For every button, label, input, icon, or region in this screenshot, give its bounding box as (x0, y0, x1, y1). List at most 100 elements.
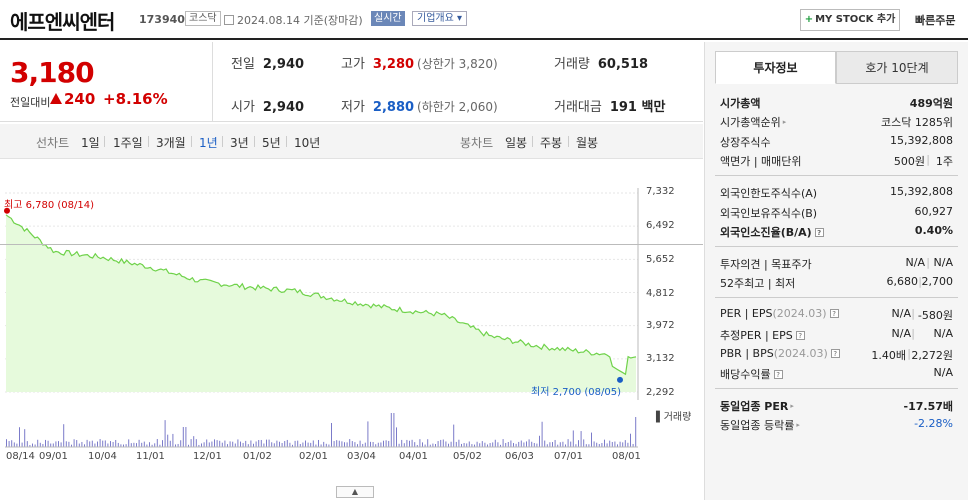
volume-bar (461, 443, 462, 447)
volume-bar (91, 440, 93, 447)
volume-bar (507, 441, 509, 447)
volume-bar (515, 443, 517, 447)
divider (715, 297, 958, 298)
volume-bar (622, 442, 624, 447)
y-tick-3: 4,812 (646, 288, 675, 299)
volume-bar (154, 443, 156, 447)
volume-bar (593, 441, 595, 447)
price-summary: 3,180 전일대비 240 +8.16% 전일 2,940 고가 3,280 (상한… (0, 42, 703, 122)
tab-daily[interactable]: 일봉 (505, 136, 528, 150)
foreign-hold-label: 외국인보유주식수(B) (720, 207, 818, 220)
x-tick-2: 10/04 (88, 451, 117, 462)
volume-bar (588, 444, 590, 447)
help-icon[interactable]: ? (795, 331, 805, 340)
divider (212, 42, 213, 121)
volume-bar (39, 442, 41, 447)
volume-bar (318, 439, 319, 447)
y-tick-2: 5,652 (646, 254, 675, 265)
tab-investment-info[interactable]: 투자정보 (715, 51, 836, 84)
mystock-add-button[interactable]: + MY STOCK 추가 (800, 9, 900, 31)
volume-bar (494, 439, 496, 447)
volume-bar (539, 435, 540, 447)
tab-weekly[interactable]: 주봉 (540, 136, 563, 150)
volume-bar (398, 443, 400, 447)
volume-bar (624, 440, 626, 447)
row-industry-rate[interactable]: 동일업종 등락률 ▸ -2.28% (720, 417, 953, 433)
realtime-button[interactable]: 실시간 (371, 11, 405, 26)
row-dividend: 배당수익률? N/A (720, 366, 953, 382)
arrow-right-icon: ▸ (790, 402, 794, 410)
volume-bar (375, 444, 377, 447)
help-icon[interactable]: ? (773, 370, 783, 379)
price-area (6, 214, 636, 392)
industry-rate-label-text: 동일업종 등락률 (720, 419, 795, 432)
volume-bar (284, 441, 286, 447)
row-industry-per[interactable]: 동일업종 PER ▸ -17.57배 (720, 398, 953, 414)
volume-label: ▌거래량 (656, 412, 692, 423)
company-overview-button[interactable]: 기업개요 ▾ (412, 11, 468, 26)
volume-bar (492, 442, 494, 447)
volume-bar (401, 439, 403, 447)
volume-bar (146, 444, 148, 447)
tab-separator (104, 136, 105, 147)
volume-bar (484, 442, 486, 447)
volume-bar (526, 441, 527, 447)
volume-bar (250, 440, 252, 447)
cap-rank-value: 코스닥 1285위 (881, 116, 953, 129)
chart-collapse-button[interactable]: ▲ (336, 486, 374, 498)
volume-bar (549, 442, 551, 447)
volume-bar (255, 441, 257, 447)
stat-amount: 거래대금 191 백만 (554, 96, 665, 115)
per-label-text: PER | EPS (720, 307, 773, 320)
change-label: 전일대비 (10, 96, 51, 109)
tab-monthly[interactable]: 월봉 (576, 136, 599, 150)
stat-volume-label: 거래량 (554, 57, 590, 72)
volume-bar (500, 444, 501, 447)
stat-high: 고가 3,280 (상한가 3,820) (341, 53, 498, 72)
value-divider: | (911, 307, 915, 320)
volume-bar (541, 421, 543, 447)
date-basis: 기준(장마감) (303, 14, 363, 27)
volume-bar (372, 442, 374, 447)
dividend-label-text: 배당수익률 (720, 368, 771, 381)
help-icon[interactable]: ? (829, 309, 839, 318)
lower-limit: (하한가 2,060) (417, 100, 498, 114)
divider (715, 246, 958, 247)
tab-5y[interactable]: 5년 (262, 136, 281, 150)
tab-3m[interactable]: 3개월 (156, 136, 186, 150)
volume-bar (357, 444, 358, 447)
row-cap-rank[interactable]: 시가총액순위 ▸ 코스닥 1285위 (720, 114, 953, 130)
tab-order-book[interactable]: 호가 10단계 (836, 51, 958, 84)
volume-bar (110, 441, 111, 447)
face-value: 500원 (893, 155, 925, 168)
industry-per-label-text: 동일업종 PER (720, 400, 789, 413)
tab-3y[interactable]: 3년 (230, 136, 249, 150)
est-per-value: N/A (891, 327, 911, 340)
help-icon[interactable]: ? (830, 349, 840, 358)
help-icon[interactable]: ? (814, 228, 824, 237)
volume-bars (6, 413, 637, 447)
row-foreign-hold: 외국인보유주식수(B) 60,927 (720, 205, 953, 221)
calendar-icon (224, 15, 234, 25)
volume-bar (453, 424, 455, 447)
volume-bar (575, 444, 577, 447)
volume-bar (123, 444, 124, 447)
volume-bar (328, 444, 330, 447)
volume-bar (567, 439, 569, 447)
mystock-label: MY STOCK 추가 (815, 14, 896, 25)
tab-1d[interactable]: 1일 (81, 136, 100, 150)
tab-1w[interactable]: 1주일 (113, 136, 143, 150)
volume-bar (60, 442, 62, 447)
tab-1y[interactable]: 1년 (199, 136, 218, 150)
volume-bar (52, 443, 54, 447)
volume-bar (167, 434, 169, 447)
market-cap-label: 시가총액 (720, 97, 761, 110)
quick-order-button[interactable]: 빠른주문 (915, 14, 956, 27)
tab-10y[interactable]: 10년 (294, 136, 321, 150)
volume-bar (276, 440, 278, 447)
volume-bar (325, 443, 327, 447)
volume-bar (331, 422, 332, 447)
volume-bar (302, 442, 304, 447)
volume-bar (442, 439, 444, 447)
stock-header: 에프엔씨엔터 173940 코스닥 2024.08.14 기준(장마감) 실시간… (0, 0, 968, 40)
